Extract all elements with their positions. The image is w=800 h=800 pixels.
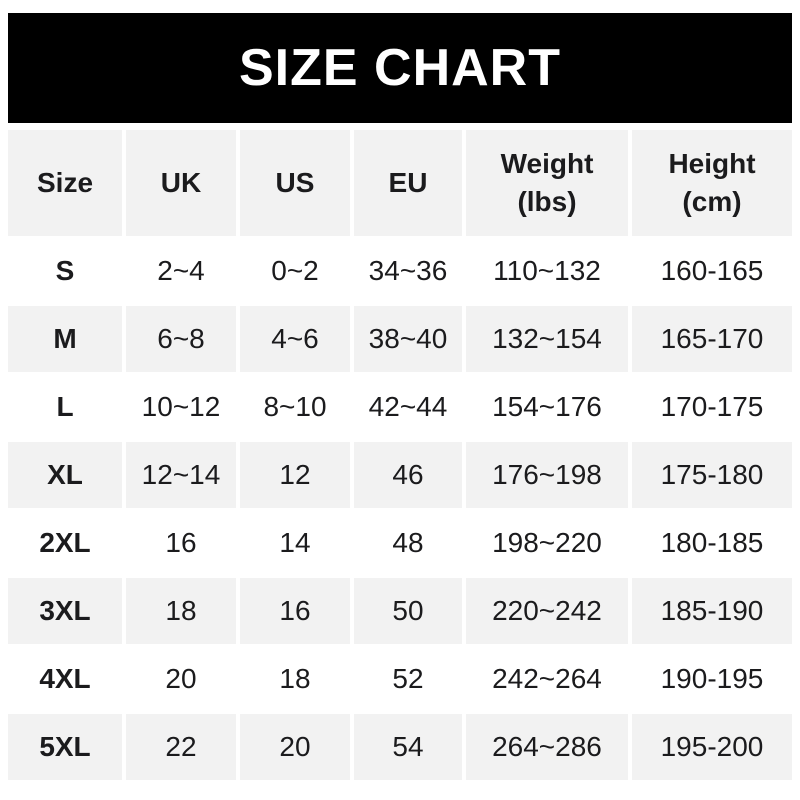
size-chart-banner: SIZE CHART (8, 13, 792, 123)
size-label-cell: M (8, 306, 122, 372)
table-cell: 12 (240, 442, 350, 508)
table-cell: 38~40 (354, 306, 462, 372)
size-label-cell: 4XL (8, 646, 122, 712)
table-cell: 22 (126, 714, 236, 780)
table-cell: 264~286 (466, 714, 628, 780)
column-header-height: Height (cm) (632, 130, 792, 236)
size-chart-page: { "banner": { "title": "SIZE CHART", "ba… (0, 13, 800, 800)
table-cell: 20 (240, 714, 350, 780)
table-cell: 165-170 (632, 306, 792, 372)
table-cell: 180-185 (632, 510, 792, 576)
table-cell: 242~264 (466, 646, 628, 712)
table-cell: 175-180 (632, 442, 792, 508)
size-label-cell: XL (8, 442, 122, 508)
table-cell: 170-175 (632, 374, 792, 440)
table-cell: 54 (354, 714, 462, 780)
size-label-cell: 3XL (8, 578, 122, 644)
table-cell: 198~220 (466, 510, 628, 576)
table-cell: 195-200 (632, 714, 792, 780)
table-cell: 14 (240, 510, 350, 576)
table-cell: 16 (126, 510, 236, 576)
table-cell: 220~242 (466, 578, 628, 644)
size-label-cell: S (8, 238, 122, 304)
table-cell: 16 (240, 578, 350, 644)
table-cell: 52 (354, 646, 462, 712)
table-cell: 18 (126, 578, 236, 644)
table-cell: 42~44 (354, 374, 462, 440)
table-cell: 18 (240, 646, 350, 712)
table-cell: 20 (126, 646, 236, 712)
table-cell: 176~198 (466, 442, 628, 508)
table-cell: 12~14 (126, 442, 236, 508)
table-cell: 6~8 (126, 306, 236, 372)
table-cell: 132~154 (466, 306, 628, 372)
table-cell: 160-165 (632, 238, 792, 304)
table-cell: 46 (354, 442, 462, 508)
column-header-weight: Weight (lbs) (466, 130, 628, 236)
table-cell: 0~2 (240, 238, 350, 304)
column-header-size: Size (8, 130, 122, 236)
page-title: SIZE CHART (239, 39, 561, 97)
table-cell: 50 (354, 578, 462, 644)
table-cell: 110~132 (466, 238, 628, 304)
table-cell: 185-190 (632, 578, 792, 644)
column-header-eu: EU (354, 130, 462, 236)
column-header-us: US (240, 130, 350, 236)
size-label-cell: 5XL (8, 714, 122, 780)
table-cell: 10~12 (126, 374, 236, 440)
table-cell: 34~36 (354, 238, 462, 304)
size-label-cell: 2XL (8, 510, 122, 576)
table-cell: 190-195 (632, 646, 792, 712)
table-cell: 154~176 (466, 374, 628, 440)
table-cell: 48 (354, 510, 462, 576)
table-cell: 2~4 (126, 238, 236, 304)
table-cell: 8~10 (240, 374, 350, 440)
size-label-cell: L (8, 374, 122, 440)
size-chart-table: Size UK US EU Weight (lbs) Height (cm) S… (8, 130, 792, 780)
table-cell: 4~6 (240, 306, 350, 372)
column-header-uk: UK (126, 130, 236, 236)
